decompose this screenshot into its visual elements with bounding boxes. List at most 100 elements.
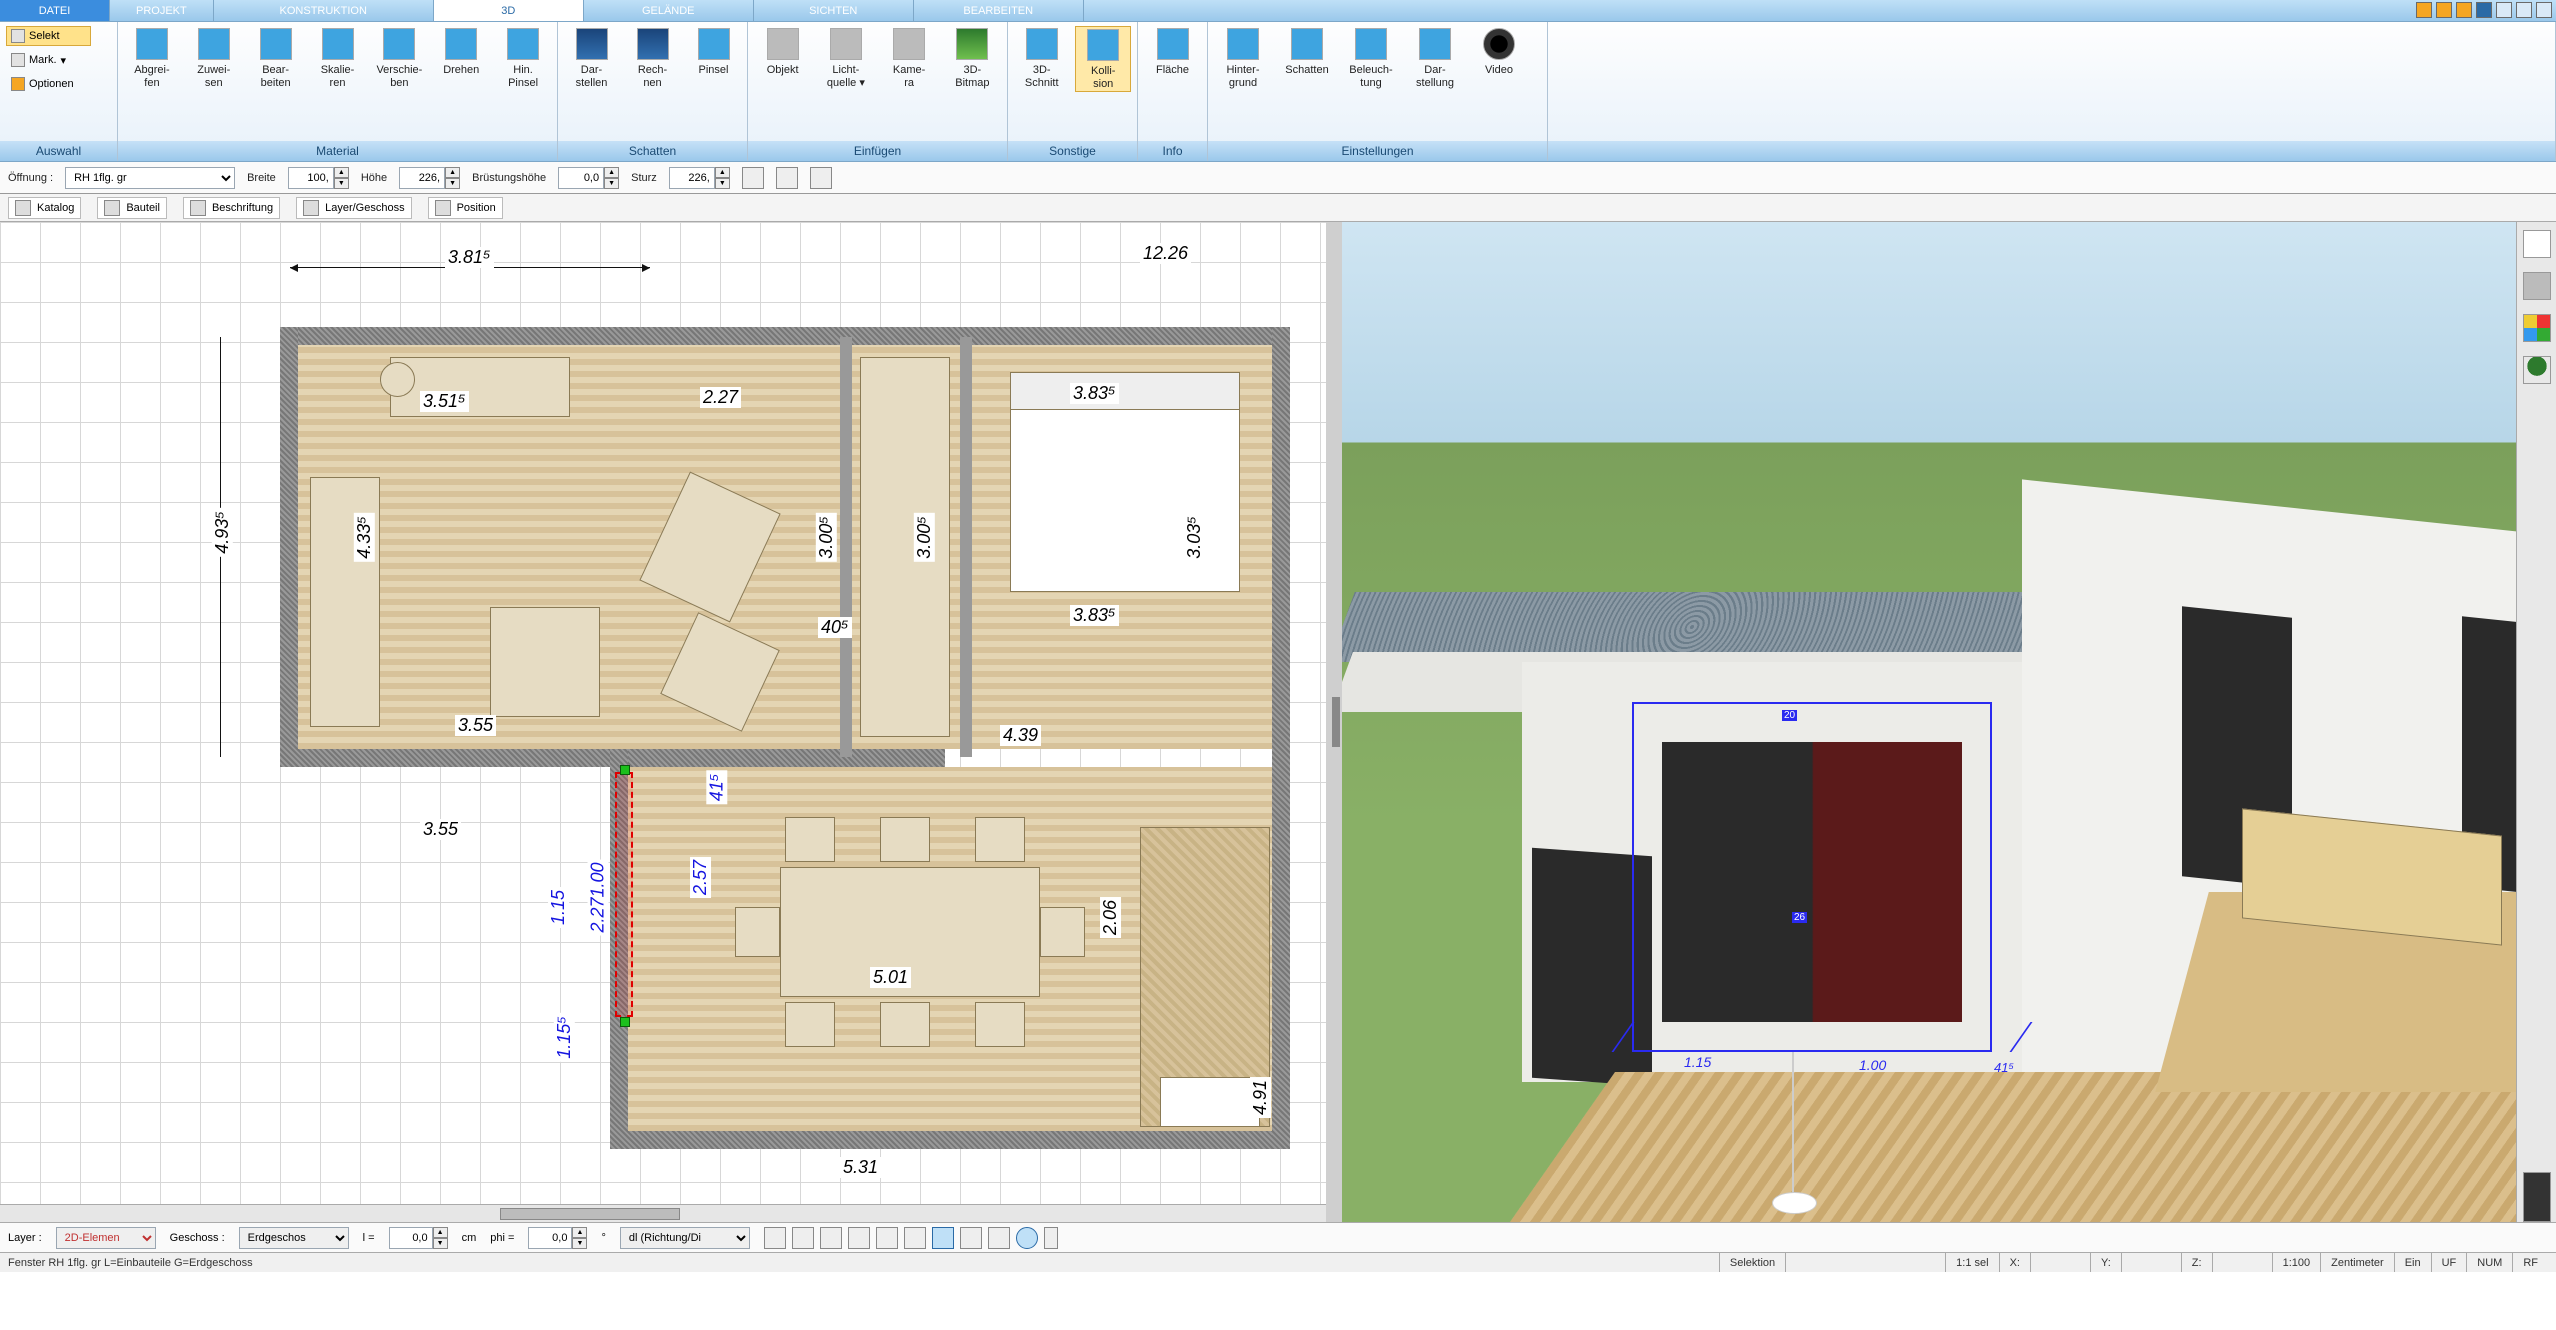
opening-select[interactable]: RH 1flg. gr (65, 167, 235, 189)
katalog-button[interactable]: Katalog (8, 197, 81, 219)
layer-button[interactable]: Layer/Geschoss (296, 197, 411, 219)
hatch3-icon[interactable] (932, 1227, 954, 1249)
ribbon-schatten-2[interactable]: Pinsel (686, 26, 741, 77)
selekt-button[interactable]: Selekt (6, 26, 91, 46)
tab-gelaende[interactable]: GELÄNDE (584, 0, 754, 21)
phi-input[interactable] (528, 1227, 572, 1249)
ribbon-material-1[interactable]: Zuwei- sen (186, 26, 242, 90)
status-selektion: Selektion (1719, 1253, 1785, 1272)
tool-icon[interactable] (2456, 2, 2472, 18)
maximize-icon[interactable] (2516, 2, 2532, 18)
ribbon-material-5[interactable]: Drehen (433, 26, 489, 77)
layers-icon[interactable] (2523, 230, 2551, 258)
mark-label: Mark. (29, 54, 57, 66)
hoehe-input[interactable] (399, 167, 445, 189)
selekt-label: Selekt (29, 30, 60, 42)
layer-select[interactable]: 2D-Elemen (56, 1227, 156, 1249)
expand-panel-icon[interactable] (2523, 1172, 2551, 1222)
dim-left-inner: 4.33⁵ (354, 513, 375, 562)
ribbon-einstellungen-1[interactable]: Schatten (1278, 26, 1336, 77)
dim-bottom1: 3.55 (420, 819, 461, 840)
mark-button[interactable]: Mark.▾ (6, 50, 91, 70)
target-icon[interactable] (792, 1227, 814, 1249)
ribbon-schatten-0[interactable]: Dar- stellen (564, 26, 619, 90)
ribbon-info-0[interactable]: Fläche (1144, 26, 1201, 77)
sturz-input[interactable] (669, 167, 715, 189)
expand-icon[interactable] (742, 167, 764, 189)
tree-icon[interactable] (2523, 356, 2551, 384)
status-bar: Fenster RH 1flg. gr L=Einbauteile G=Erdg… (0, 1252, 2556, 1272)
ribbon-material-3[interactable]: Skalie- ren (310, 26, 366, 90)
north-icon[interactable] (1016, 1227, 1038, 1249)
bruest-input[interactable] (558, 167, 604, 189)
layer-label: Layer : (8, 1232, 42, 1244)
ribbon-icon (445, 28, 477, 60)
richtung-select[interactable]: dl (Richtung/Di (620, 1227, 750, 1249)
info-icon[interactable] (1044, 1227, 1058, 1249)
hatch1-icon[interactable] (876, 1227, 898, 1249)
status-uf: UF (2431, 1253, 2467, 1272)
ribbon-schatten-1[interactable]: Rech- nen (625, 26, 680, 90)
minimize-icon[interactable] (2496, 2, 2512, 18)
ribbon-label: Schatten (1285, 64, 1328, 77)
ribbon-einstellungen-4[interactable]: Video (1470, 26, 1528, 77)
splitter[interactable] (1330, 222, 1342, 1222)
ribbon-material-2[interactable]: Bear- beiten (248, 26, 304, 90)
ribbon-einstellungen-2[interactable]: Beleuch- tung (1342, 26, 1400, 90)
tab-bearbeiten[interactable]: BEARBEITEN (914, 0, 1084, 21)
ribbon-sonstige-0[interactable]: 3D- Schnitt (1014, 26, 1069, 90)
layers-icon (303, 200, 319, 216)
tab-konstruktion[interactable]: KONSTRUKTION (214, 0, 434, 21)
bauteil-button[interactable]: Bauteil (97, 197, 167, 219)
tool-icon[interactable] (2436, 2, 2452, 18)
help-icon[interactable] (2476, 2, 2492, 18)
status-y: Y: (2090, 1253, 2121, 1272)
ribbon-einfügen-3[interactable]: 3D- Bitmap (944, 26, 1001, 90)
ribbon-material-0[interactable]: Abgrei- fen (124, 26, 180, 90)
clock-icon[interactable] (764, 1227, 786, 1249)
tab-projekt[interactable]: PROJEKT (110, 0, 214, 21)
scrollbar-2d[interactable] (0, 1204, 1326, 1222)
ribbon-sonstige-1[interactable]: Kolli- sion (1075, 26, 1131, 92)
scroll-thumb[interactable] (500, 1208, 680, 1220)
beschriftung-button[interactable]: Beschriftung (183, 197, 280, 219)
preview-icon[interactable] (776, 167, 798, 189)
view-2d[interactable]: 3.81⁵ 12.26 4.93⁵ 4.33⁵ 3.51⁵ 2.27 3.83⁵… (0, 222, 1330, 1222)
spin-up-icon[interactable]: ▲ (334, 167, 349, 178)
spin-down-icon[interactable]: ▼ (334, 178, 349, 189)
close-icon[interactable] (2536, 2, 2552, 18)
ribbon-material-6[interactable]: Hin. Pinsel (495, 26, 551, 90)
ribbon-einstellungen-0[interactable]: Hinter- grund (1214, 26, 1272, 90)
dim-h2: 3.00⁵ (914, 513, 935, 562)
ribbon-label: Pinsel (699, 64, 729, 77)
geschoss-select[interactable]: Erdgeschos (239, 1227, 349, 1249)
view-3d[interactable]: 20 26 1.15 1.00 41⁵ (1342, 222, 2516, 1222)
position-button[interactable]: Position (428, 197, 503, 219)
ribbon-icon (830, 28, 862, 60)
grid-icon[interactable] (988, 1227, 1010, 1249)
tab-3d[interactable]: 3D (434, 0, 584, 21)
dim-room-w: 2.27 (700, 387, 741, 408)
hatch2-icon[interactable] (904, 1227, 926, 1249)
chair-icon[interactable] (2523, 272, 2551, 300)
tab-datei[interactable]: DATEI (0, 0, 110, 21)
stack-icon[interactable] (848, 1227, 870, 1249)
l-input[interactable] (389, 1227, 433, 1249)
dim-btm: 5.31 (840, 1157, 881, 1178)
hatch4-icon[interactable] (960, 1227, 982, 1249)
ribbon-einstellungen-3[interactable]: Dar- stellung (1406, 26, 1464, 90)
breite-input[interactable] (288, 167, 334, 189)
colors-icon[interactable] (2523, 314, 2551, 342)
ribbon-einfügen-0[interactable]: Objekt (754, 26, 811, 77)
camera-icon[interactable] (820, 1227, 842, 1249)
optionen-button[interactable]: Optionen (6, 74, 91, 94)
ribbon-material-4[interactable]: Verschie- ben (371, 26, 427, 90)
ribbon-einfügen-1[interactable]: Licht- quelle ▾ (817, 26, 874, 90)
dim-bed-w: 3.83⁵ (1070, 605, 1119, 626)
tab-sichten[interactable]: SICHTEN (754, 0, 914, 21)
monitor-icon[interactable] (810, 167, 832, 189)
dim-h3: 3.03⁵ (1184, 513, 1205, 562)
tool-icon[interactable] (2416, 2, 2432, 18)
dim-main-w: 3.55 (455, 715, 496, 736)
ribbon-einfügen-2[interactable]: Kame- ra (881, 26, 938, 90)
